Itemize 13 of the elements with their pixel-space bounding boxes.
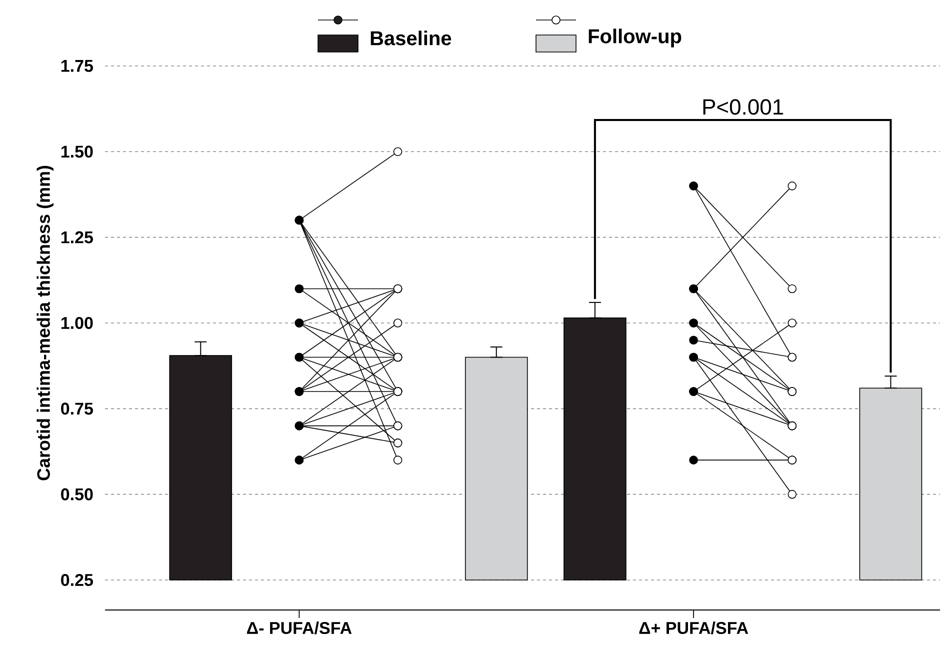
annotation: P<0.001 — [703, 99, 784, 115]
y-axis-title: Carotid intima-media thickness (mm) — [36, 166, 54, 480]
legend-label: Follow-up — [588, 28, 682, 48]
x-tick-label: Δ+ PUFA/SFA — [639, 622, 748, 634]
y-tick-label: 0.25 — [61, 574, 93, 586]
y-tick-label: 0.50 — [61, 488, 93, 500]
y-tick-label: 1.75 — [61, 60, 93, 72]
y-tick-label: 1.00 — [61, 316, 93, 330]
legend-label: Baseline — [370, 30, 452, 46]
x-tick-label: Δ- PUFA/SFA — [247, 622, 352, 634]
y-tick-label: 1.50 — [61, 146, 93, 158]
y-tick-label: 1.25 — [61, 231, 93, 244]
y-tick-label: 0.75 — [61, 402, 93, 415]
